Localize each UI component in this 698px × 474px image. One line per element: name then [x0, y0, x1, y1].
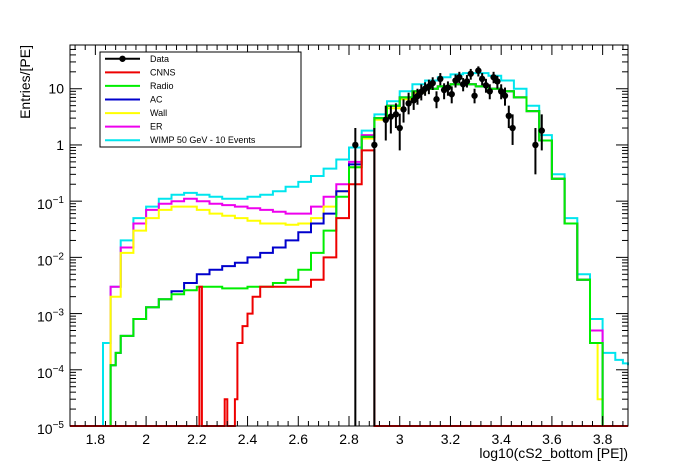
series-cnns	[70, 149, 628, 427]
legend-entry: Radio	[105, 81, 174, 91]
y-tick-label: 10−5	[37, 420, 64, 437]
data-point	[486, 88, 493, 95]
data-point	[400, 106, 407, 113]
x-tick-label: 3.4	[491, 431, 511, 447]
legend-entry: Wall	[105, 108, 167, 118]
data-point	[478, 75, 486, 83]
series-radio	[105, 83, 604, 427]
y-tick-label: 10	[48, 81, 64, 97]
data-point	[490, 74, 497, 81]
data-points-layer	[352, 66, 545, 426]
data-point	[448, 90, 455, 98]
data-point	[456, 74, 463, 81]
legend-label: Radio	[150, 81, 174, 91]
data-point	[494, 78, 501, 85]
x-tick-label: 2.4	[238, 431, 258, 447]
legend-label: AC	[150, 95, 163, 105]
legend-entry: WIMP 50 GeV - 10 Events	[105, 135, 256, 145]
data-point	[392, 111, 400, 118]
legend-marker	[119, 55, 126, 62]
data-point	[471, 92, 478, 99]
data-point	[444, 84, 452, 91]
data-point	[396, 124, 403, 132]
data-point	[501, 92, 509, 99]
data-point	[414, 92, 421, 100]
data-point	[405, 100, 412, 107]
data-point	[429, 79, 436, 87]
legend-label: CNNS	[150, 67, 176, 77]
x-tick-label: 3.8	[593, 431, 613, 447]
x-tick-label: 3.6	[542, 431, 562, 447]
data-point	[371, 141, 378, 149]
x-tick-label: 2.8	[339, 431, 359, 447]
legend-label: WIMP 50 GeV - 10 Events	[150, 135, 256, 145]
x-tick-label: 3.2	[441, 431, 461, 447]
legend-label: Data	[150, 54, 169, 64]
x-tick-label: 2.6	[289, 431, 309, 447]
data-point	[352, 141, 359, 149]
data-point	[387, 113, 395, 120]
data-point	[410, 97, 417, 104]
x-tick-label: 2	[142, 431, 150, 447]
data-point	[463, 78, 471, 85]
y-tick-label: 1	[56, 137, 64, 153]
y-tick-label: 10−4	[37, 364, 64, 381]
legend-entry: ER	[105, 122, 163, 132]
legend-entry: Data	[105, 54, 169, 64]
legend-label: Wall	[150, 108, 167, 118]
data-point	[482, 82, 490, 89]
x-axis-title: log10(cS2_bottom [PE])	[479, 445, 628, 461]
x-tick-label: 3	[396, 431, 404, 447]
axes-layer: 1.8 2 2.2 2.4 2.6 2.8 3 3.2 3.4 3.6 3.8 10−5 10−4 10−…	[37, 44, 628, 447]
y-tick-label: 10−2	[37, 251, 64, 268]
data-point	[433, 96, 440, 103]
data-point	[509, 124, 516, 132]
legend-label: ER	[150, 122, 163, 132]
data-point	[538, 127, 545, 134]
data-point	[382, 116, 389, 124]
legend: Data CNNS Radio AC Wall ER WIMP 50 GeV - 10 Ev…	[99, 51, 302, 148]
legend-entry: CNNS	[105, 67, 176, 77]
x-tick-label: 2.2	[187, 431, 207, 447]
legend-entry: AC	[105, 95, 163, 105]
data-point	[497, 88, 505, 95]
data-point	[475, 67, 482, 74]
data-point	[467, 70, 474, 77]
y-axis-title: Entries/[PE]	[17, 45, 33, 119]
data-point	[437, 75, 444, 83]
y-tick-label: 10−3	[37, 308, 64, 325]
data-point	[532, 141, 539, 149]
x-tick-label: 1.8	[86, 431, 106, 447]
y-tick-label: 10−1	[37, 195, 64, 212]
data-point	[505, 112, 512, 120]
